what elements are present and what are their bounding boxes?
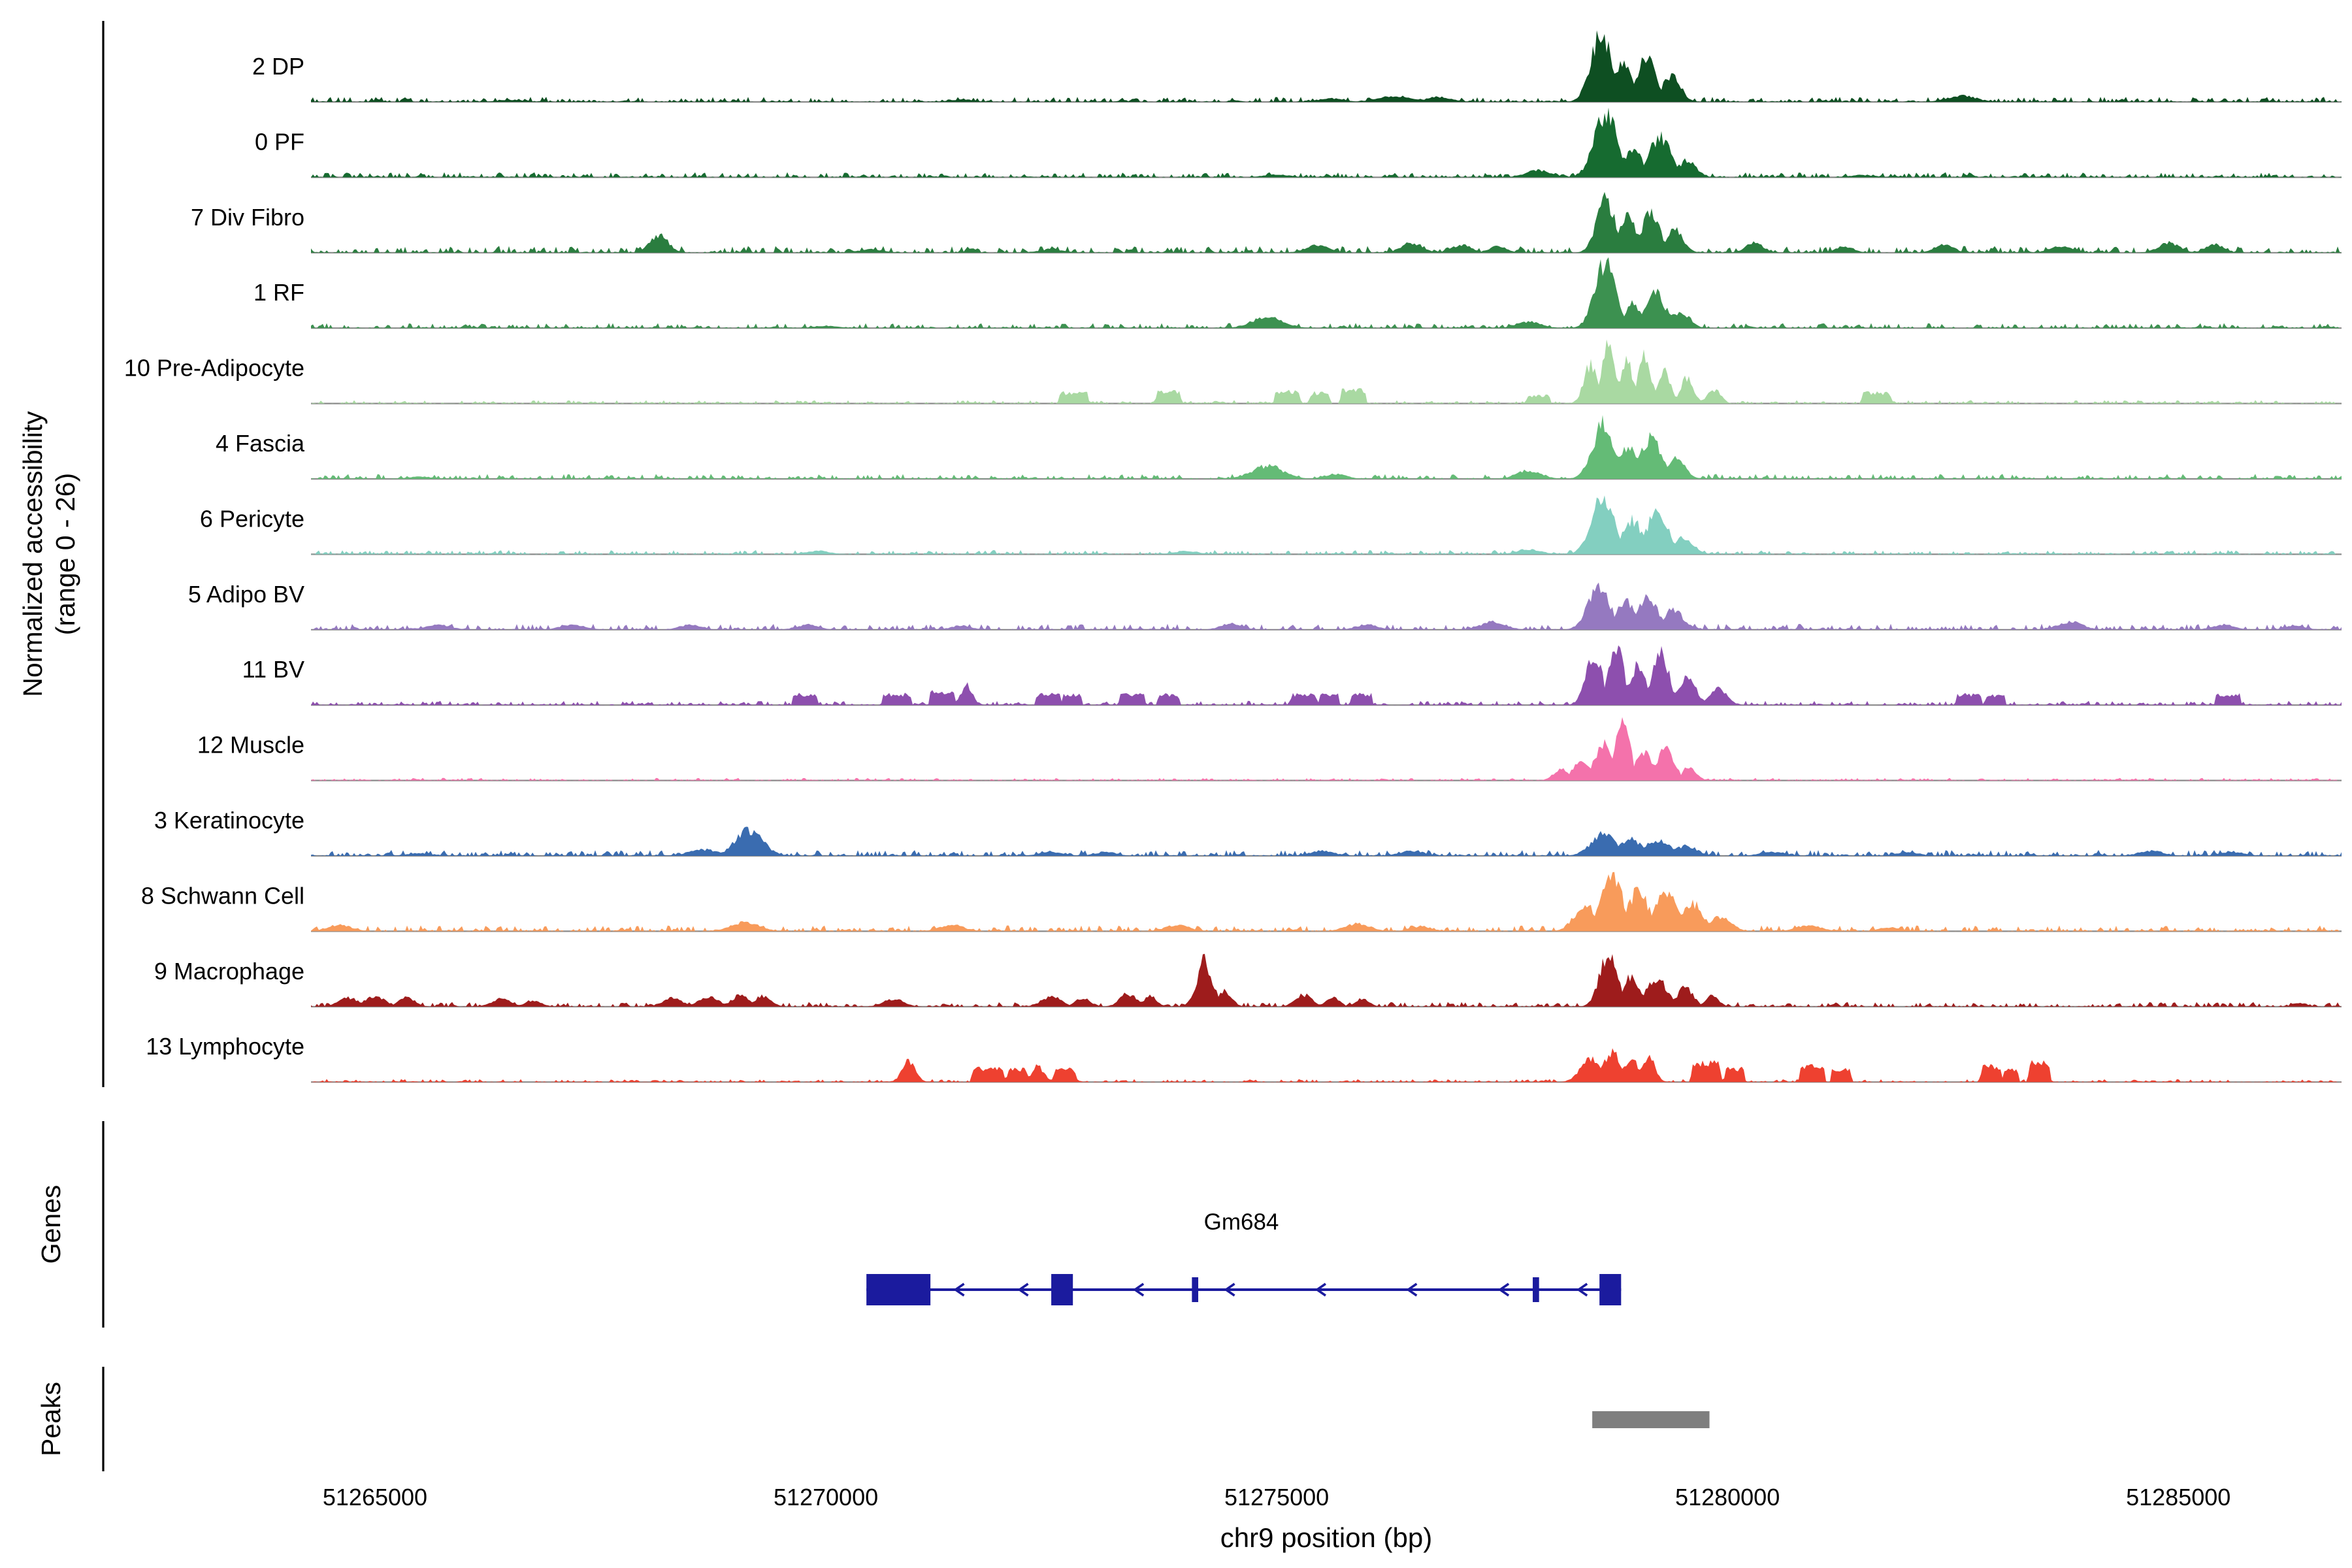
track-label: 8 Schwann Cell — [141, 882, 304, 909]
track-signal-area — [311, 107, 2342, 178]
track-signal-area — [311, 954, 2342, 1007]
track-label: 0 PF — [255, 128, 304, 155]
x-axis-title: chr9 position (bp) — [1220, 1522, 1433, 1553]
gene-strand-arrow — [1133, 1282, 1145, 1297]
peak-regions — [1592, 1411, 1710, 1428]
x-axis-tick-labels: 51265000 51270000 51275000 51280000 51285000 — [323, 1484, 2230, 1511]
track-label: 11 BV — [242, 656, 304, 683]
x-tick-label: 51270000 — [774, 1484, 878, 1511]
y-axis-label-line2: (range 0 - 26) — [50, 473, 80, 635]
track-signal-area — [311, 191, 2342, 253]
track-label: 3 Keratinocyte — [154, 807, 304, 834]
gene-strand-arrow — [1406, 1282, 1418, 1297]
track-signal-area — [311, 717, 2342, 781]
track-signal-area — [311, 495, 2342, 555]
x-tick-label: 51275000 — [1224, 1484, 1329, 1511]
peak-region-bar — [1592, 1411, 1710, 1428]
gene-exon — [1599, 1274, 1622, 1305]
gene-strand-arrow — [1497, 1282, 1510, 1297]
track-signal-area — [311, 582, 2342, 630]
track-label: 1 RF — [253, 279, 304, 306]
gene-strand-arrow — [1315, 1282, 1326, 1297]
track-signal-area — [311, 645, 2342, 706]
track-labels: 2 DP 0 PF 7 Div Fibro 1 RF 10 Pre-Adipocyte 4… — [124, 53, 305, 1060]
track-signal-area — [311, 415, 2342, 479]
gene-exon — [1051, 1274, 1073, 1305]
track-signal-area — [311, 30, 2342, 102]
x-tick-label: 51280000 — [1675, 1484, 1780, 1511]
gene-model — [866, 1274, 1622, 1305]
genes-section-label: Genes — [36, 1185, 66, 1264]
y-axis-label-line1: Normalized accessibility — [18, 411, 48, 697]
x-tick-label: 51265000 — [323, 1484, 427, 1511]
gene-strand-arrow — [1017, 1282, 1029, 1297]
track-signal-area — [311, 257, 2342, 329]
track-signal-area — [311, 826, 2342, 856]
gene-strand-arrow — [1576, 1282, 1588, 1297]
track-signal-area — [311, 1048, 2342, 1083]
track-label: 13 Lymphocyte — [146, 1033, 304, 1060]
gene-exon — [1533, 1277, 1539, 1302]
track-label: 12 Muscle — [197, 732, 304, 759]
track-signal-area — [311, 872, 2342, 932]
gene-name-label: Gm684 — [1204, 1209, 1279, 1235]
gene-exon — [1192, 1277, 1199, 1302]
gene-strand-arrow — [1224, 1282, 1235, 1297]
track-label: 7 Div Fibro — [191, 204, 304, 231]
gene-exon — [866, 1274, 931, 1305]
gene-strand-arrow — [953, 1282, 965, 1297]
track-label: 5 Adipo BV — [188, 581, 304, 608]
track-label: 6 Pericyte — [200, 505, 304, 532]
track-signals — [311, 30, 2342, 1083]
track-label: 10 Pre-Adipocyte — [124, 355, 304, 382]
x-tick-label: 51285000 — [2126, 1484, 2230, 1511]
peaks-section-label: Peaks — [36, 1382, 66, 1456]
track-label: 2 DP — [252, 53, 304, 80]
track-label: 9 Macrophage — [154, 958, 304, 985]
track-label: 4 Fascia — [216, 430, 305, 457]
track-signal-area — [311, 339, 2342, 404]
